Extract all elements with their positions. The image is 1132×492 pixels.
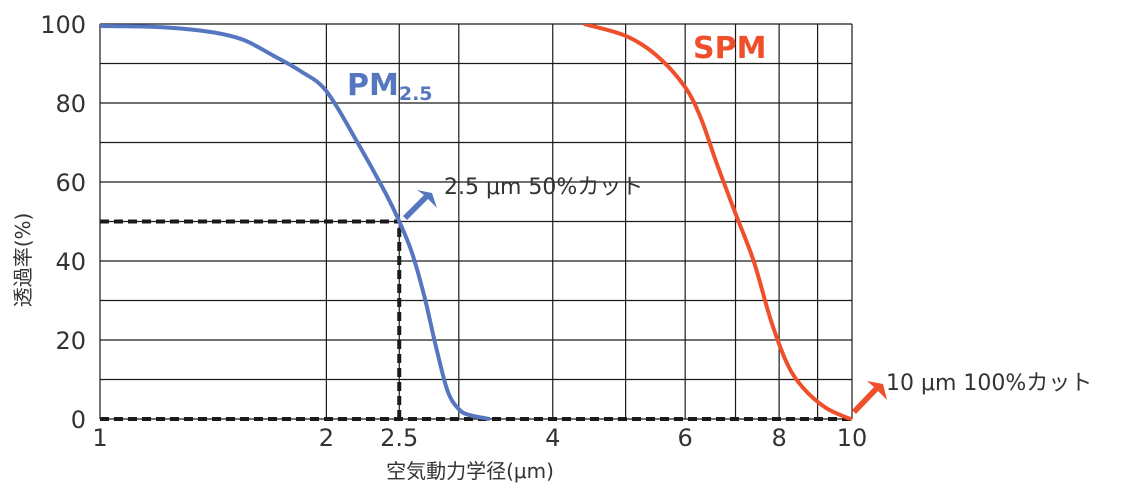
annotation-arrow-100-cut	[852, 381, 887, 414]
x-tick-label: 2	[319, 424, 334, 452]
annotation-text-50-cut: 2.5 μm 50%カット	[444, 175, 643, 200]
annotation-text-100-cut: 10 μm 100%カット	[886, 371, 1092, 396]
y-axis-label: 透過率(%)	[11, 213, 35, 308]
reference-lines	[100, 219, 852, 421]
y-tick-label: 20	[55, 327, 86, 355]
series-line-spm	[583, 24, 852, 421]
x-tick-label: 4	[545, 424, 560, 452]
x-tick-label: 6	[678, 424, 693, 452]
series-label-pm25-sub: 2.5	[399, 83, 433, 105]
x-tick-label: 1	[92, 424, 107, 452]
annotation-arrow-50-cut	[403, 190, 437, 220]
y-tick-label: 0	[71, 406, 86, 434]
grid	[99, 23, 853, 420]
y-tick-label: 80	[55, 90, 86, 118]
series-label-spm: SPM	[693, 31, 766, 66]
series-group	[100, 24, 852, 421]
series-label-pm25-main: PM	[347, 68, 399, 103]
y-tick-label: 60	[55, 169, 86, 197]
series-line-pm25	[100, 24, 491, 421]
y-tick-label: 100	[40, 11, 86, 39]
x-tick-label: 8	[771, 424, 786, 452]
x-tick-label: 2.5	[380, 424, 418, 452]
y-tick-label: 40	[55, 248, 86, 276]
x-tick-label: 10	[837, 424, 868, 452]
series-label-pm25: PM2.5	[347, 68, 433, 105]
x-axis-label: 空気動力学径(μm)	[386, 459, 554, 483]
